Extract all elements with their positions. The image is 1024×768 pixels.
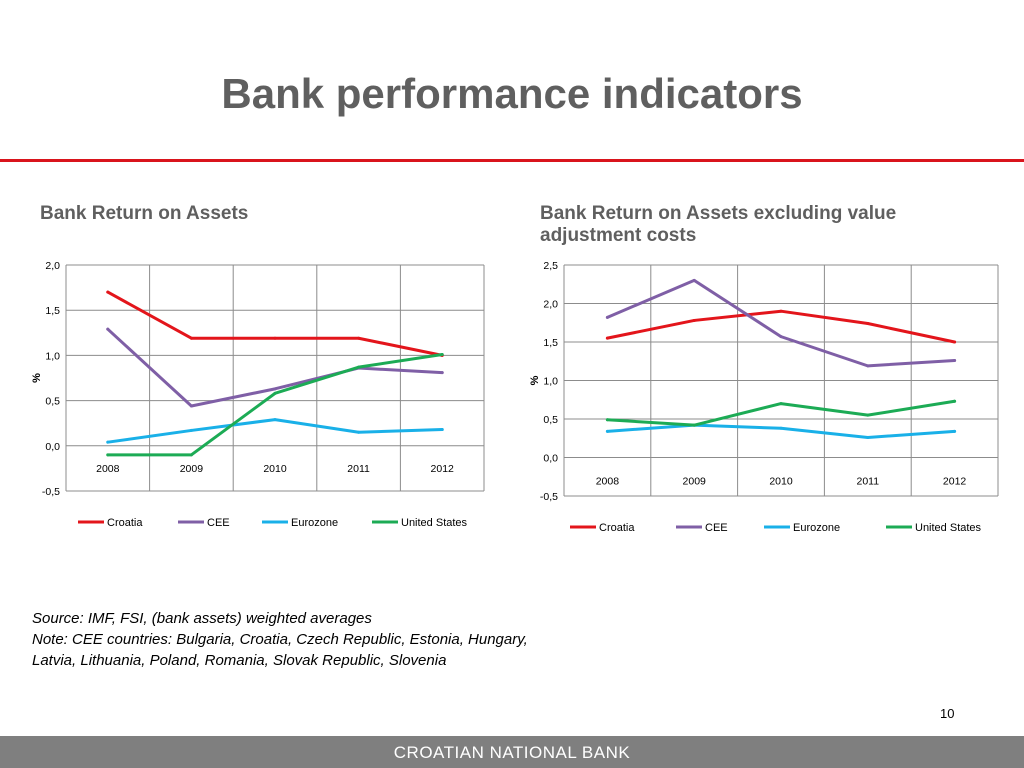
footer-brand: CROATIAN NATIONAL BANK xyxy=(393,743,631,762)
data-point-0-3 xyxy=(866,322,870,326)
x-tick-label: 2012 xyxy=(943,476,967,488)
y-tick-label: 0,0 xyxy=(45,441,60,453)
cee-note: Note: CEE countries: Bulgaria, Croatia, … xyxy=(32,631,528,669)
data-point-3-4 xyxy=(440,352,444,356)
data-point-2-4 xyxy=(953,429,957,433)
data-point-3-3 xyxy=(866,413,870,417)
roa-excl-chart: -0,5 0,0 0,5 1,0 1,5 2,0 2,5 2008 2009 2010 2011 20… xyxy=(529,260,999,534)
legend-label: United States xyxy=(401,517,468,529)
x-tick-label: 2008 xyxy=(596,476,620,488)
data-point-3-3 xyxy=(357,365,361,369)
data-point-1-0 xyxy=(605,315,609,319)
y-tick-label: 0,5 xyxy=(45,396,60,408)
data-point-2-0 xyxy=(605,429,609,433)
series-line-2 xyxy=(106,418,444,444)
x-tick-label: 2010 xyxy=(769,476,793,488)
data-point-0-2 xyxy=(779,309,783,313)
data-point-0-0 xyxy=(605,336,609,340)
chart2-title: Bank Return on Assets excluding value ad… xyxy=(540,203,897,246)
y-tick-label: 1,0 xyxy=(45,350,60,362)
legend-label: Croatia xyxy=(107,517,143,529)
data-point-1-2 xyxy=(779,335,783,339)
data-point-3-0 xyxy=(605,418,609,422)
y-tick-label: 1,0 xyxy=(543,376,558,388)
y-axis-label: % xyxy=(31,373,43,383)
data-point-3-1 xyxy=(189,453,193,457)
legend-label: CEE xyxy=(207,517,230,529)
x-tick-label: 2011 xyxy=(857,476,880,488)
x-tick-label: 2012 xyxy=(431,463,455,475)
data-point-3-4 xyxy=(953,399,957,403)
legend-label: United States xyxy=(915,522,982,534)
legend-label: Croatia xyxy=(599,522,635,534)
y-tick-label: 0,0 xyxy=(543,453,558,465)
data-point-3-1 xyxy=(692,423,696,427)
x-tick-label: 2010 xyxy=(263,463,287,475)
y-tick-label: 2,5 xyxy=(543,260,558,272)
slide-title: Bank performance indicators xyxy=(221,70,803,117)
footer-bar: CROATIAN NATIONAL BANK xyxy=(0,736,1024,768)
x-tick-label: 2008 xyxy=(96,463,120,475)
data-point-1-4 xyxy=(440,371,444,375)
data-point-0-1 xyxy=(692,318,696,322)
data-point-0-0 xyxy=(106,290,110,294)
x-tick-label: 2011 xyxy=(347,463,370,475)
data-point-1-1 xyxy=(189,404,193,408)
y-tick-label: 1,5 xyxy=(45,305,60,317)
data-point-0-1 xyxy=(189,336,193,340)
legend-label: Eurozone xyxy=(793,522,840,534)
y-tick-label: 1,5 xyxy=(543,337,558,349)
data-point-2-2 xyxy=(779,426,783,430)
y-tick-label: 0,5 xyxy=(543,414,558,426)
y-tick-label: -0,5 xyxy=(42,486,60,498)
source-notes: Source: IMF, FSI, (bank assets) weighted… xyxy=(32,608,552,671)
data-point-2-3 xyxy=(866,435,870,439)
roa-chart: -0,5 0,0 0,5 1,0 1,5 2,0 2008 2009 2010 2011 2012%… xyxy=(31,260,485,529)
data-point-1-3 xyxy=(866,364,870,368)
data-point-1-2 xyxy=(273,387,277,391)
data-point-1-0 xyxy=(106,327,110,331)
data-point-2-2 xyxy=(273,418,277,422)
series-line-1 xyxy=(605,278,957,368)
title-divider xyxy=(0,159,1024,162)
data-point-3-2 xyxy=(779,402,783,406)
data-point-2-1 xyxy=(189,428,193,432)
data-point-0-2 xyxy=(273,336,277,340)
source-note: Source: IMF, FSI, (bank assets) weighted… xyxy=(32,610,372,627)
y-tick-label: 2,0 xyxy=(45,260,60,272)
y-axis-label: % xyxy=(529,375,541,385)
y-tick-label: 2,0 xyxy=(543,299,558,311)
series-line-0 xyxy=(106,290,444,357)
data-point-3-0 xyxy=(106,453,110,457)
page-number: 10 xyxy=(940,706,955,721)
data-point-0-4 xyxy=(953,340,957,344)
x-tick-label: 2009 xyxy=(180,463,204,475)
chart1-title: Bank Return on Assets xyxy=(40,203,249,224)
data-point-1-1 xyxy=(692,278,696,282)
data-point-2-3 xyxy=(357,430,361,434)
legend-label: Eurozone xyxy=(291,517,338,529)
x-tick-label: 2009 xyxy=(683,476,707,488)
data-point-2-4 xyxy=(440,428,444,432)
legend-label: CEE xyxy=(705,522,728,534)
data-point-2-0 xyxy=(106,440,110,444)
data-point-0-3 xyxy=(357,336,361,340)
data-point-1-4 xyxy=(953,358,957,362)
y-tick-label: -0,5 xyxy=(540,491,558,503)
data-point-3-2 xyxy=(273,391,277,395)
